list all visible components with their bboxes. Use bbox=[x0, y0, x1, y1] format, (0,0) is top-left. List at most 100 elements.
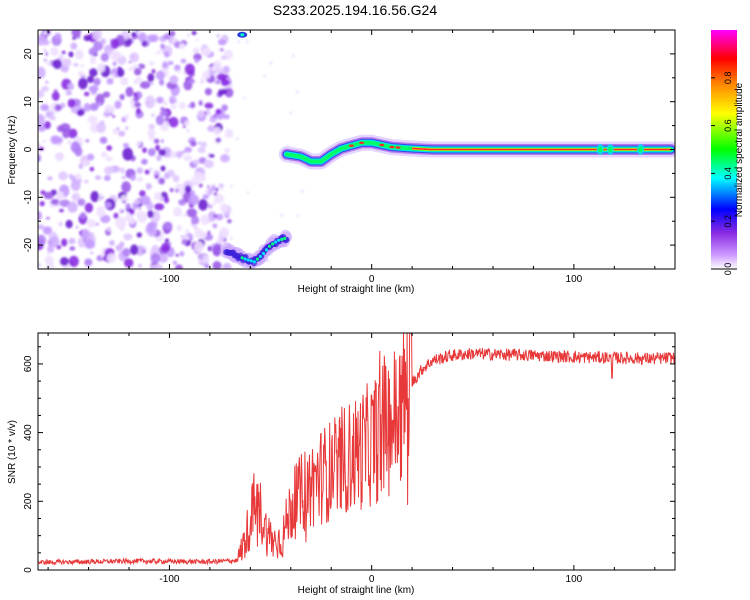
noise-blob bbox=[214, 193, 225, 204]
noise-blob bbox=[59, 123, 71, 133]
noise-blob bbox=[163, 101, 168, 106]
noise-blob bbox=[80, 212, 86, 220]
noise-blob bbox=[47, 251, 51, 255]
noise-blob bbox=[227, 219, 232, 224]
noise-blob bbox=[220, 79, 230, 87]
noise-blob bbox=[198, 101, 203, 106]
noise-blob bbox=[139, 81, 151, 89]
y-tick-label: 10 bbox=[23, 96, 34, 108]
noise-blob bbox=[263, 74, 267, 78]
ridge-core bbox=[412, 147, 671, 151]
noise-blob bbox=[84, 91, 90, 97]
noise-blob bbox=[175, 184, 180, 190]
noise-blob bbox=[43, 30, 48, 36]
noise-blob bbox=[38, 211, 43, 221]
y-tick-label: 400 bbox=[23, 424, 34, 441]
noise-blob bbox=[119, 167, 125, 174]
noise-blob bbox=[100, 214, 111, 224]
noise-blob bbox=[207, 230, 211, 235]
noise-blob bbox=[70, 42, 78, 50]
noise-blob bbox=[182, 213, 188, 217]
noise-blob bbox=[100, 38, 106, 45]
noise-blob bbox=[96, 121, 106, 133]
noise-blob bbox=[220, 154, 230, 163]
noise-blob bbox=[145, 183, 152, 190]
noise-blob bbox=[197, 110, 205, 118]
noise-blob bbox=[122, 147, 133, 161]
noise-blob bbox=[134, 199, 141, 205]
noise-blob bbox=[212, 261, 222, 269]
noise-blob bbox=[199, 231, 207, 239]
noise-blob bbox=[148, 132, 155, 141]
noise-blob bbox=[90, 191, 100, 203]
noise-blob bbox=[160, 43, 165, 50]
noise-blob bbox=[104, 166, 114, 175]
noise-blob bbox=[159, 79, 165, 86]
noise-blob bbox=[202, 70, 211, 80]
track-peak bbox=[264, 248, 269, 252]
noise-blob bbox=[155, 144, 161, 151]
snr-xlabel: Height of straight line (km) bbox=[298, 585, 415, 596]
noise-blob bbox=[123, 233, 133, 241]
noise-blob bbox=[158, 177, 165, 185]
noise-blob bbox=[84, 239, 96, 249]
noise-blob bbox=[100, 151, 108, 158]
noise-blob bbox=[106, 226, 112, 233]
noise-blob bbox=[136, 176, 144, 182]
x-tick-label: 100 bbox=[566, 274, 583, 285]
noise-blob bbox=[73, 62, 79, 67]
noise-blob bbox=[204, 189, 209, 195]
noise-blob bbox=[120, 194, 129, 204]
noise-blob bbox=[169, 95, 177, 103]
noise-blob bbox=[184, 146, 193, 153]
y-tick-label: 20 bbox=[23, 48, 34, 60]
snr-content bbox=[38, 333, 675, 566]
noise-blob bbox=[158, 253, 168, 263]
noise-blob bbox=[61, 50, 66, 55]
noise-blob bbox=[94, 175, 102, 180]
noise-blob bbox=[170, 104, 177, 110]
noise-blob bbox=[75, 225, 79, 229]
noise-blob bbox=[164, 221, 173, 230]
noise-blob bbox=[78, 163, 84, 169]
noise-blob bbox=[42, 48, 47, 52]
noise-blob bbox=[212, 223, 218, 229]
noise-blob bbox=[146, 41, 150, 46]
track-peak bbox=[267, 244, 272, 248]
snr-frame bbox=[37, 332, 676, 571]
noise-blob bbox=[133, 96, 139, 102]
noise-blob bbox=[148, 61, 155, 66]
ridge-bump bbox=[598, 146, 603, 153]
noise-blob bbox=[49, 115, 56, 121]
noise-blob bbox=[142, 147, 147, 153]
noise-blob bbox=[209, 154, 215, 158]
noise-blob bbox=[50, 198, 59, 205]
noise-blob bbox=[279, 213, 283, 217]
noise-blob bbox=[135, 76, 143, 83]
noise-blob bbox=[62, 58, 72, 67]
noise-blob bbox=[88, 47, 98, 56]
snr-panel: -100 0 100 0 200 400 600 Height of straight li… bbox=[7, 332, 676, 596]
noise-blob bbox=[116, 127, 120, 131]
noise-blob bbox=[221, 104, 228, 112]
noise-blob bbox=[296, 214, 300, 218]
noise-blob bbox=[38, 263, 41, 267]
noise-blob bbox=[289, 111, 293, 115]
noise-blob bbox=[175, 188, 179, 193]
noise-blob bbox=[83, 179, 89, 184]
noise-blob bbox=[66, 140, 73, 145]
noise-blob bbox=[68, 237, 76, 245]
cb-tick-label: 0.6 bbox=[723, 119, 733, 132]
noise-blob bbox=[150, 253, 161, 264]
noise-blob bbox=[220, 55, 227, 60]
noise-blob bbox=[138, 263, 142, 268]
noise-blob bbox=[99, 136, 108, 144]
noise-blob bbox=[168, 116, 179, 128]
noise-blob bbox=[125, 203, 131, 210]
noise-blob bbox=[89, 102, 99, 111]
noise-blob bbox=[211, 202, 216, 206]
noise-blob bbox=[229, 236, 233, 240]
ridge-bump bbox=[638, 146, 643, 153]
noise-blob bbox=[163, 196, 170, 204]
noise-blob bbox=[141, 40, 149, 47]
